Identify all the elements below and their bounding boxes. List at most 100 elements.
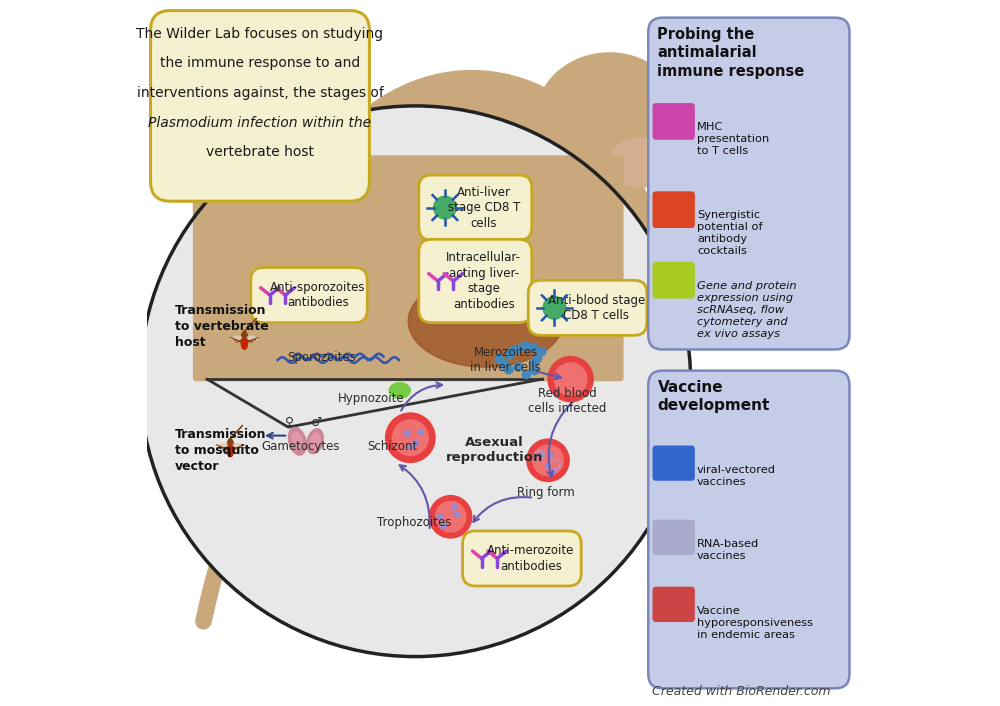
Circle shape [527,439,569,481]
Circle shape [537,347,546,356]
Circle shape [500,360,508,369]
Circle shape [514,345,522,354]
Text: ♂: ♂ [311,416,322,429]
FancyBboxPatch shape [419,239,532,323]
Ellipse shape [288,427,306,455]
Text: interventions against, the stages of: interventions against, the stages of [137,86,383,100]
Ellipse shape [292,432,303,450]
Circle shape [409,444,414,450]
Circle shape [413,440,419,445]
Text: Anti-blood stage
CD8 T cells: Anti-blood stage CD8 T cells [548,294,645,322]
Ellipse shape [233,443,243,448]
Circle shape [435,501,466,532]
Circle shape [543,297,566,319]
Ellipse shape [232,336,241,340]
Text: Vaccine
development: Vaccine development [657,380,770,414]
Circle shape [539,452,544,457]
FancyBboxPatch shape [251,268,367,323]
Circle shape [504,366,513,374]
Circle shape [530,359,538,367]
Ellipse shape [260,71,684,635]
Circle shape [393,420,428,455]
Circle shape [508,347,517,355]
Text: Plasmodium infection within the: Plasmodium infection within the [148,116,372,130]
Ellipse shape [307,429,323,454]
Ellipse shape [241,331,248,349]
Text: Ring form: Ring form [517,486,575,499]
FancyBboxPatch shape [652,262,695,299]
Text: Transmission
to vertebrate
host: Transmission to vertebrate host [175,304,269,349]
Circle shape [530,343,538,352]
Circle shape [533,445,563,476]
Text: Gene and protein
expression using
scRNAseq, flow
cytometery and
ex vivo assays: Gene and protein expression using scRNAs… [697,281,797,339]
Text: viral-vectored
vaccines: viral-vectored vaccines [697,465,776,486]
Circle shape [521,342,530,350]
Text: Sporozoites: Sporozoites [288,352,356,364]
Text: ♀: ♀ [285,416,294,429]
Circle shape [441,522,446,528]
Circle shape [452,504,457,510]
FancyBboxPatch shape [193,155,624,381]
Circle shape [140,106,691,657]
Ellipse shape [227,438,234,457]
FancyBboxPatch shape [652,103,695,140]
Text: MHC
presentation
to T cells: MHC presentation to T cells [697,122,769,156]
Text: Merozoites
in liver cells: Merozoites in liver cells [470,346,541,374]
Circle shape [530,366,539,375]
Circle shape [140,106,691,657]
FancyBboxPatch shape [193,155,624,381]
FancyBboxPatch shape [652,445,695,481]
Text: the immune response to and: the immune response to and [160,56,360,71]
Text: Anti-liver
stage CD8 T
cells: Anti-liver stage CD8 T cells [448,186,520,229]
Text: Anti-merozoite
antibodies: Anti-merozoite antibodies [487,544,574,573]
Text: Anti-sporozoites
antibodies: Anti-sporozoites antibodies [270,281,366,309]
Circle shape [429,496,472,538]
Ellipse shape [247,336,257,340]
FancyBboxPatch shape [652,520,695,555]
Ellipse shape [242,340,247,349]
Circle shape [548,357,593,402]
FancyBboxPatch shape [652,587,695,622]
Ellipse shape [389,383,410,398]
Text: Hypnozoite: Hypnozoite [338,393,405,405]
Circle shape [495,354,504,363]
Ellipse shape [218,443,227,448]
Circle shape [545,463,551,469]
FancyBboxPatch shape [528,280,647,335]
FancyBboxPatch shape [151,11,369,201]
Text: The Wilder Lab focuses on studying: The Wilder Lab focuses on studying [136,27,384,41]
Text: Intracellular-
acting liver-
stage
antibodies: Intracellular- acting liver- stage antib… [446,251,521,311]
Ellipse shape [528,97,564,136]
Circle shape [506,351,514,359]
Text: Created with BioRender.com: Created with BioRender.com [652,685,830,698]
Text: Schizont: Schizont [368,440,418,453]
Text: Vaccine
hyporesponsiveness
in endemic areas: Vaccine hyporesponsiveness in endemic ar… [697,606,813,640]
Text: Transmission
to mosquito
vector: Transmission to mosquito vector [175,428,267,473]
Text: Red blood
cells infected: Red blood cells infected [528,387,606,415]
Circle shape [551,467,557,473]
Circle shape [548,453,554,458]
Circle shape [514,363,523,371]
Circle shape [418,429,423,435]
Circle shape [437,514,443,520]
Text: Synergistic
potential of
antibody
cocktails: Synergistic potential of antibody cockta… [697,210,763,256]
Text: Probing the
antimalarial
immune response: Probing the antimalarial immune response [657,27,805,79]
FancyBboxPatch shape [652,191,695,228]
Text: Asexual
reproduction: Asexual reproduction [446,436,543,465]
FancyBboxPatch shape [648,371,849,688]
FancyBboxPatch shape [419,175,532,240]
Circle shape [434,196,456,219]
Ellipse shape [310,433,320,450]
Text: Gametocytes: Gametocytes [262,440,340,453]
Circle shape [386,413,435,462]
Circle shape [522,370,531,378]
FancyBboxPatch shape [463,531,581,586]
Circle shape [533,354,542,363]
Circle shape [404,431,410,436]
Text: RNA-based
vaccines: RNA-based vaccines [697,539,759,561]
Ellipse shape [408,275,564,367]
Ellipse shape [535,53,684,187]
FancyBboxPatch shape [648,18,849,349]
Ellipse shape [228,447,233,457]
Circle shape [554,363,587,395]
